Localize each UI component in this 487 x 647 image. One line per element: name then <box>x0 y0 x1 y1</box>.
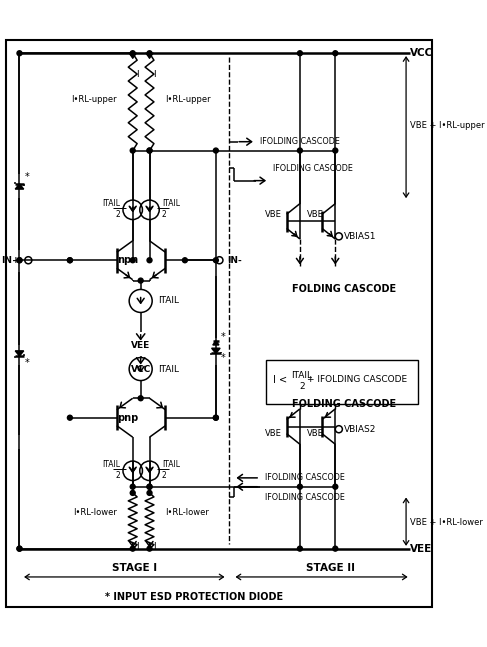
Text: I•RL-upper: I•RL-upper <box>71 94 117 104</box>
Text: npn: npn <box>117 256 138 265</box>
FancyBboxPatch shape <box>266 360 418 404</box>
Text: ITAIL: ITAIL <box>291 371 312 380</box>
Text: FOLDING CASCODE: FOLDING CASCODE <box>292 285 396 294</box>
Circle shape <box>147 148 152 153</box>
Text: IFOLDING CASCODE: IFOLDING CASCODE <box>273 164 353 173</box>
Text: I: I <box>136 542 139 551</box>
Text: 2: 2 <box>162 210 167 219</box>
Circle shape <box>17 258 22 263</box>
Text: VEE: VEE <box>410 543 432 554</box>
Circle shape <box>130 484 135 489</box>
Circle shape <box>130 148 135 153</box>
Circle shape <box>17 50 22 56</box>
Circle shape <box>213 148 218 153</box>
Circle shape <box>138 278 143 283</box>
Text: I•RL-lower: I•RL-lower <box>166 508 209 517</box>
Text: IFOLDING CASCODE: IFOLDING CASCODE <box>260 137 340 146</box>
Circle shape <box>17 258 22 263</box>
Text: *: * <box>25 358 30 368</box>
Text: ITAIL: ITAIL <box>158 296 179 305</box>
Circle shape <box>213 258 218 263</box>
Text: VBE + I•RL-lower: VBE + I•RL-lower <box>411 518 484 527</box>
Text: VBE: VBE <box>306 210 323 219</box>
Text: VBIAS1: VBIAS1 <box>344 232 376 241</box>
Text: VBE: VBE <box>306 429 323 438</box>
Text: ITAIL: ITAIL <box>102 460 120 469</box>
Text: IFOLDING CASCODE: IFOLDING CASCODE <box>264 474 344 483</box>
Text: VBE + I•RL-upper: VBE + I•RL-upper <box>411 121 485 130</box>
Text: I: I <box>153 70 156 79</box>
Text: I: I <box>153 542 156 551</box>
Text: FOLDING CASCODE: FOLDING CASCODE <box>292 399 396 410</box>
Circle shape <box>67 258 73 263</box>
Circle shape <box>130 546 135 551</box>
Circle shape <box>17 546 22 551</box>
Text: IFOLDING CASCODE: IFOLDING CASCODE <box>264 493 344 502</box>
Circle shape <box>17 546 22 551</box>
Circle shape <box>213 415 218 420</box>
Circle shape <box>147 258 152 263</box>
Circle shape <box>130 258 135 263</box>
Circle shape <box>147 546 152 551</box>
Text: I <: I < <box>273 375 291 385</box>
Text: STAGE II: STAGE II <box>306 563 356 573</box>
Text: 2: 2 <box>115 210 120 219</box>
Text: VCC: VCC <box>410 49 433 58</box>
Text: IN-: IN- <box>227 256 242 265</box>
Polygon shape <box>15 351 24 356</box>
Text: pnp: pnp <box>117 413 138 422</box>
Text: 2: 2 <box>115 471 120 479</box>
Circle shape <box>333 546 338 551</box>
Text: ITAIL: ITAIL <box>102 199 120 208</box>
Text: *: * <box>221 332 226 342</box>
Circle shape <box>298 484 302 489</box>
Text: VBE: VBE <box>265 429 282 438</box>
Circle shape <box>298 546 302 551</box>
Polygon shape <box>213 341 219 345</box>
Circle shape <box>298 148 302 153</box>
Text: STAGE I: STAGE I <box>112 563 157 573</box>
Circle shape <box>147 148 152 153</box>
Text: I•RL-lower: I•RL-lower <box>73 508 117 517</box>
Circle shape <box>213 415 218 420</box>
Polygon shape <box>212 348 220 353</box>
Text: IN+: IN+ <box>1 256 19 265</box>
Text: ITAIL: ITAIL <box>162 460 180 469</box>
Circle shape <box>298 50 302 56</box>
Text: *: * <box>221 353 226 364</box>
Text: + IFOLDING CASCODE: + IFOLDING CASCODE <box>307 375 407 384</box>
Circle shape <box>183 258 187 263</box>
Text: VBE: VBE <box>265 210 282 219</box>
Circle shape <box>147 484 152 489</box>
Circle shape <box>333 484 338 489</box>
FancyBboxPatch shape <box>6 40 432 607</box>
Text: 2: 2 <box>162 471 167 479</box>
Circle shape <box>147 484 152 489</box>
Circle shape <box>138 396 143 400</box>
Text: *: * <box>25 172 30 182</box>
Circle shape <box>130 50 135 56</box>
Circle shape <box>67 258 73 263</box>
Text: ITAIL: ITAIL <box>158 364 179 373</box>
Text: ITAIL: ITAIL <box>162 199 180 208</box>
Text: 2: 2 <box>299 382 304 391</box>
Circle shape <box>147 490 152 496</box>
Text: I: I <box>136 70 139 79</box>
Text: VCC: VCC <box>131 364 151 373</box>
Text: VEE: VEE <box>131 341 150 349</box>
Text: * INPUT ESD PROTECTION DIODE: * INPUT ESD PROTECTION DIODE <box>105 592 283 602</box>
Circle shape <box>333 148 338 153</box>
Text: VBIAS2: VBIAS2 <box>344 424 376 433</box>
Polygon shape <box>15 184 24 189</box>
Text: I•RL-upper: I•RL-upper <box>166 94 211 104</box>
Circle shape <box>147 50 152 56</box>
Circle shape <box>333 50 338 56</box>
Circle shape <box>130 490 135 496</box>
Circle shape <box>67 415 73 420</box>
